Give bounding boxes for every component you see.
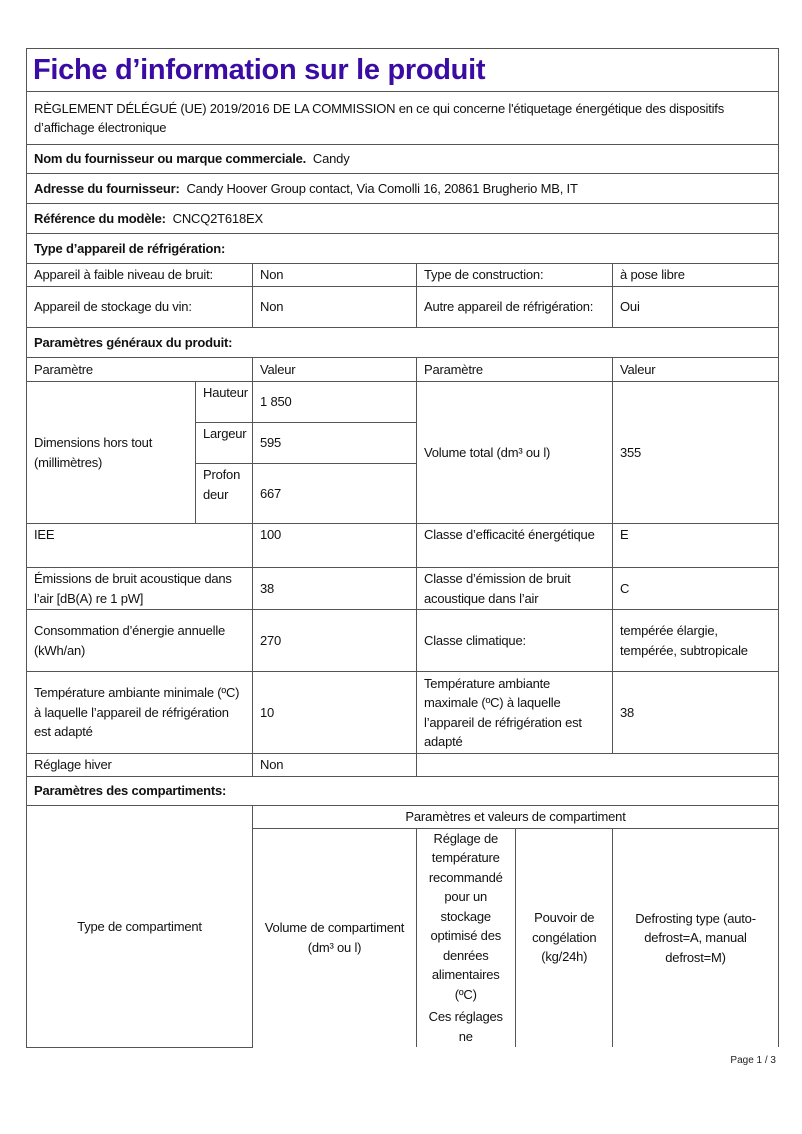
appliance-type-heading-text: Type d’appareil de réfrigération: — [34, 240, 226, 256]
param-label: Type de construction: — [416, 263, 613, 287]
compartment-column-header: Volume de compartiment (dm³ ou l) — [252, 827, 417, 1047]
product-information-sheet: Fiche d’information sur le produit RÈGLE… — [25, 48, 780, 1048]
empty-cell — [415, 753, 780, 777]
compartments-heading-text: Paramètres des compartiments: — [34, 783, 227, 799]
param-value: Non — [252, 286, 417, 328]
address-row: Adresse du fournisseur: Candy Hoover Gro… — [25, 173, 780, 204]
dimension-value: 1 850 — [252, 381, 417, 423]
volume-value: 355 — [611, 381, 780, 524]
param-label: IEE — [26, 523, 253, 568]
supplier-row: Nom du fournisseur ou marque commerciale… — [25, 144, 780, 174]
param-value: tempérée élargie, tempérée, subtropicale — [611, 609, 780, 672]
param-label: Classe d’émission de bruit acoustique da… — [416, 567, 613, 610]
param-value: 10 — [252, 671, 417, 754]
param-value: 100 — [252, 523, 417, 568]
supplier-value: Candy — [312, 151, 350, 167]
param-label: Température ambiante minimale (ºC) à laq… — [26, 671, 253, 754]
compartment-type-header: Type de compartiment — [26, 805, 253, 1048]
param-label: Température ambiante maximale (ºC) à laq… — [416, 671, 613, 754]
param-label: Appareil de stockage du vin: — [26, 286, 253, 328]
model-value: CNCQ2T618EX — [172, 210, 263, 226]
freezing-capacity-header: Pouvoir de congélation (kg/24h) — [532, 910, 597, 965]
dimension-name: Largeur — [195, 422, 253, 464]
defrost-type-header: Defrosting type (auto-defrost=A, manual … — [611, 827, 780, 1047]
column-header: Valeur — [252, 357, 417, 382]
param-label: Consommation d’énergie annuelle (kWh/an) — [26, 609, 253, 672]
dimension-name: Profondeur — [195, 463, 253, 524]
param-value: 38 — [611, 671, 780, 754]
param-label: Appareil à faible niveau de bruit: — [26, 263, 253, 287]
param-value: 270 — [252, 609, 417, 672]
temperature-header: Réglage de température recommandé pour u… — [428, 830, 503, 1002]
address-label: Adresse du fournisseur: — [34, 180, 180, 196]
general-heading-text: Paramètres généraux du produit: — [34, 334, 233, 350]
compartments-heading: Paramètres des compartiments: — [25, 776, 780, 806]
dimensions-label: Dimensions hors tout (millimètres) — [26, 381, 196, 524]
regulation-text: RÈGLEMENT DÉLÉGUÉ (UE) 2019/2016 DE LA C… — [25, 91, 780, 145]
supplier-label: Nom du fournisseur ou marque commerciale… — [34, 151, 307, 167]
page-number: Page 1 / 3 — [730, 1055, 776, 1066]
dimension-value: 595 — [252, 422, 417, 464]
dimension-name: Hauteur — [195, 381, 253, 423]
model-label: Référence du modèle: — [34, 210, 166, 226]
param-value: à pose libre — [611, 263, 780, 287]
appliance-type-heading: Type d’appareil de réfrigération: — [25, 233, 780, 264]
dimension-value: 667 — [252, 463, 417, 524]
volume-label: Volume total (dm³ ou l) — [416, 381, 613, 524]
column-header: Paramètre — [416, 357, 613, 382]
param-label: Réglage hiver — [26, 753, 253, 777]
column-header: Paramètre — [26, 357, 253, 382]
page-title: Fiche d’information sur le produit — [25, 48, 780, 92]
param-value: C — [611, 567, 780, 610]
param-label: Classe d’efficacité énergétique — [416, 523, 613, 568]
general-heading: Paramètres généraux du produit: — [25, 327, 780, 358]
compartment-group-header: Paramètres et valeurs de compartiment — [251, 805, 780, 829]
compartment-column-header: Réglage de température recommandé pour u… — [416, 827, 613, 1047]
param-value: E — [611, 523, 780, 568]
param-value: Oui — [611, 286, 780, 328]
param-label: Classe climatique: — [416, 609, 613, 672]
param-label: Autre appareil de réfrigération: — [416, 286, 613, 328]
column-header: Valeur — [611, 357, 780, 382]
temperature-split: Réglage de température recommandé pour u… — [417, 829, 612, 1047]
address-value: Candy Hoover Group contact, Via Comolli … — [186, 180, 578, 196]
param-value: Non — [252, 263, 417, 287]
param-value: 38 — [252, 567, 417, 610]
temperature-note: Ces réglages ne — [428, 1009, 503, 1044]
param-label: Émissions de bruit acoustique dans l’air… — [26, 567, 253, 610]
param-value: Non — [252, 753, 417, 777]
model-row: Référence du modèle: CNCQ2T618EX — [25, 203, 780, 234]
